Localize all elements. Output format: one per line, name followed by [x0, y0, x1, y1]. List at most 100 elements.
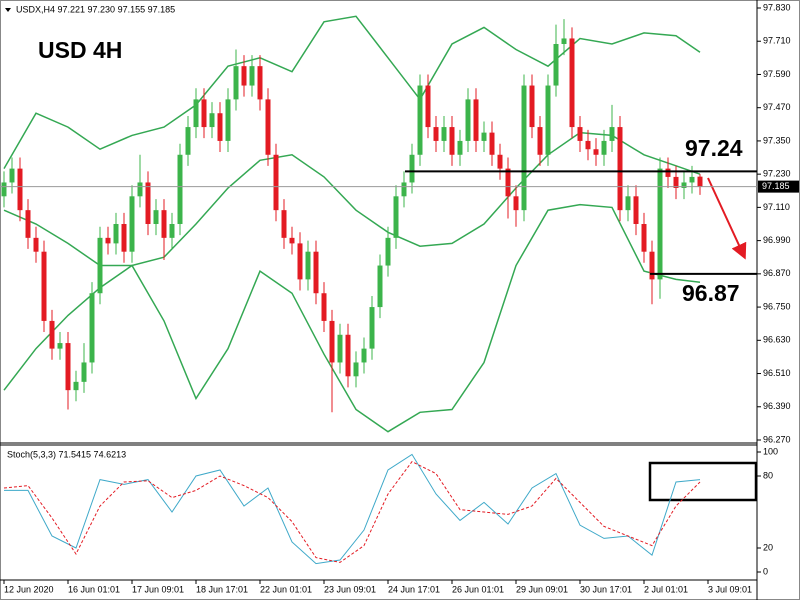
bollinger-lower [3, 203, 701, 433]
x-tick-label: 17 Jun 09:01 [132, 584, 184, 594]
candle-body [417, 85, 423, 155]
candle-body [585, 140, 591, 150]
candle-body [121, 224, 127, 252]
candle-body [433, 127, 439, 141]
candle-body [569, 38, 575, 128]
candle-body [73, 381, 79, 391]
current-price-label: 97.185 [762, 181, 790, 191]
candle-body [649, 251, 655, 280]
candle-body [249, 66, 255, 86]
y-tick-label: 96.510 [763, 368, 791, 378]
candle-body [329, 320, 335, 363]
candle-body [81, 362, 87, 382]
level-label: 96.87 [682, 280, 740, 306]
y-tick-label: 97.830 [763, 2, 791, 12]
candle-body [177, 154, 183, 224]
header: USDX,H4 97.221 97.230 97.155 97.185 [16, 4, 175, 14]
candle-body [225, 99, 231, 141]
candle-body [441, 127, 447, 141]
y-tick-label: 96.990 [763, 235, 791, 245]
y-tick-label: 20 [763, 542, 773, 552]
candle-body [385, 237, 391, 266]
candle-body [409, 154, 415, 183]
candle-body [297, 243, 303, 280]
y-tick-label: 96.750 [763, 301, 791, 311]
highlight-box [648, 461, 758, 502]
x-tick-label: 26 Jun 01:01 [452, 584, 504, 594]
candle-body [265, 99, 271, 155]
candle-body [113, 224, 119, 244]
candle-body [521, 85, 527, 211]
candle-body [129, 196, 135, 252]
y-tick-label: 97.470 [763, 102, 791, 112]
candle-body [665, 168, 671, 177]
candle-body [513, 196, 519, 211]
candle-body [689, 176, 695, 183]
candle-body [425, 85, 431, 128]
candle-body [601, 140, 607, 155]
x-tick-label: 3 Jul 09:01 [708, 584, 752, 594]
candle-body [185, 127, 191, 155]
indicator-title: Stoch(5,3,3) 71.5415 74.6213 [7, 449, 126, 459]
candle-body [273, 154, 279, 211]
chart-title: USD 4H [38, 37, 122, 63]
candle-body [633, 196, 639, 224]
candle-body [9, 168, 15, 183]
candle-body [49, 320, 55, 349]
candle-body [673, 176, 679, 188]
stoch-line [3, 460, 701, 563]
candle-body [57, 343, 63, 349]
candle-body [305, 251, 311, 280]
x-tick-label: 22 Jun 01:01 [260, 584, 312, 594]
candle-body [625, 196, 631, 211]
y-tick-label: 96.390 [763, 401, 791, 411]
candle-body [105, 237, 111, 244]
current-price-box [758, 180, 799, 193]
x-tick-label: 29 Jun 09:01 [516, 584, 568, 594]
y-tick-label: 100 [763, 446, 778, 456]
candle-body [465, 99, 471, 141]
candle-body [17, 168, 23, 211]
candle-body [201, 99, 207, 128]
candle-body [41, 251, 47, 321]
y-tick-label: 97.710 [763, 36, 791, 46]
candle-body [289, 237, 295, 244]
candle-body [153, 210, 159, 224]
y-tick-label: 0 [763, 566, 768, 576]
level-label: 97.24 [685, 135, 743, 161]
candle-body [137, 182, 143, 197]
candle-body [369, 307, 375, 349]
candle-body [145, 182, 151, 224]
candle-body [681, 182, 687, 188]
candle-body [209, 113, 215, 128]
candle-body [345, 334, 351, 377]
candle-body [553, 44, 559, 86]
candle-body [33, 237, 39, 252]
x-tick-label: 18 Jun 17:01 [196, 584, 248, 594]
trend-arrow [707, 177, 747, 260]
x-tick-label: 12 Jun 2020 [4, 584, 54, 594]
candle-body [577, 127, 583, 141]
y-tick-label: 96.270 [763, 434, 791, 444]
candle-body [489, 132, 495, 155]
bollinger-upper [3, 15, 701, 169]
candle-body [457, 140, 463, 155]
candle-body [529, 85, 535, 128]
candle-body [505, 168, 511, 197]
candle-body [537, 127, 543, 155]
candle-body [233, 66, 239, 100]
candle-body [617, 127, 623, 211]
x-tick-label: 24 Jun 17:01 [388, 584, 440, 594]
candle-body [241, 66, 247, 86]
y-tick-label: 96.630 [763, 335, 791, 345]
candle-body [169, 224, 175, 238]
candle-body [401, 182, 407, 197]
candle-body [609, 127, 615, 141]
candle-body [657, 168, 663, 280]
candle-body [257, 66, 263, 100]
candle-body [337, 334, 343, 363]
candle-body [641, 224, 647, 252]
